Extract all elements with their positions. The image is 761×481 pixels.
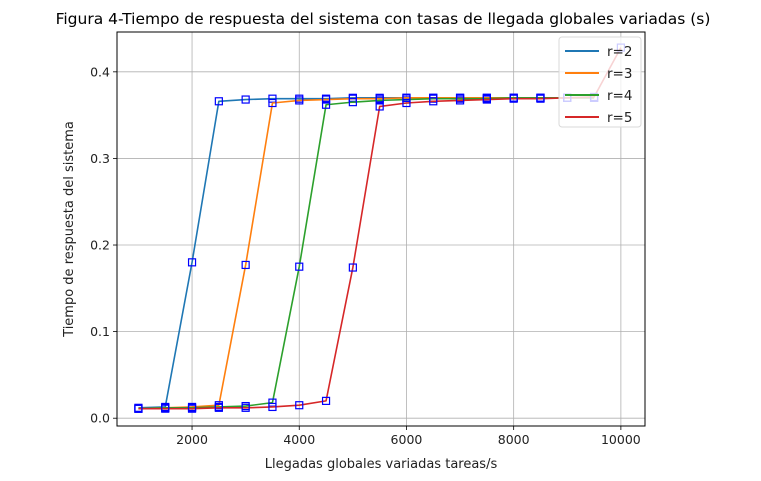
data-point-marker xyxy=(268,402,277,412)
x-tick-label: 8000 xyxy=(498,432,530,447)
legend-item: r=3 xyxy=(565,66,632,82)
data-point-marker xyxy=(241,403,250,412)
legend-item: r=5 xyxy=(565,110,632,126)
y-tick-label: 0.3 xyxy=(90,151,110,166)
data-point-marker xyxy=(241,260,250,270)
series-r-2 xyxy=(134,93,599,412)
data-point-marker xyxy=(321,396,331,405)
data-point-marker xyxy=(375,96,384,105)
series-line xyxy=(138,97,595,409)
series-r-4 xyxy=(134,93,599,413)
data-point-marker xyxy=(295,96,304,105)
legend-item: r=2 xyxy=(565,44,632,60)
data-point-marker xyxy=(455,96,465,105)
data-point-marker xyxy=(268,98,277,108)
plot-frame xyxy=(116,31,646,427)
data-point-marker xyxy=(187,404,197,413)
legend-label: r=5 xyxy=(607,110,632,126)
x-tick-label: 4000 xyxy=(283,432,315,447)
legend-box xyxy=(558,36,642,128)
series-r-3 xyxy=(134,93,599,413)
data-point-marker xyxy=(268,398,277,407)
y-tick-label: 0.1 xyxy=(90,324,110,339)
data-series xyxy=(134,43,625,413)
y-axis-label: Tiempo de respuesta del sistema xyxy=(62,121,77,338)
legend-label: r=3 xyxy=(607,66,632,82)
data-point-marker xyxy=(268,94,277,103)
series-line xyxy=(138,97,595,410)
data-point-marker xyxy=(402,98,411,108)
legend: r=2 r=3 r=4 r=5 xyxy=(558,36,642,128)
chart-title: Figura 4-Tiempo de respuesta del sistema… xyxy=(56,10,711,28)
data-point-marker xyxy=(295,262,304,271)
data-point-marker xyxy=(348,98,357,107)
legend-label: r=4 xyxy=(607,88,632,104)
y-axis-ticks: 0.0 0.1 0.2 0.3 0.4 xyxy=(90,64,117,426)
data-point-marker xyxy=(509,94,518,103)
data-point-marker xyxy=(536,94,545,103)
data-point-marker xyxy=(161,404,170,413)
x-axis-ticks: 2000 4000 6000 8000 10000 xyxy=(176,426,641,447)
x-tick-label: 6000 xyxy=(391,432,423,447)
data-point-marker xyxy=(482,95,491,104)
data-point-marker xyxy=(348,263,357,272)
x-axis-label: Llegadas globales variadas tareas/s xyxy=(265,457,498,472)
data-point-marker xyxy=(321,100,331,109)
data-point-marker xyxy=(295,401,304,410)
y-tick-label: 0.0 xyxy=(90,411,110,426)
y-tick-label: 0.4 xyxy=(90,64,110,79)
data-point-marker xyxy=(321,95,331,104)
x-tick-label: 2000 xyxy=(176,432,208,447)
x-tick-label: 10000 xyxy=(601,432,641,447)
data-point-marker xyxy=(214,97,223,106)
data-point-marker xyxy=(134,404,143,413)
series-line xyxy=(138,47,622,410)
data-point-marker xyxy=(241,95,250,104)
series-r-5 xyxy=(134,43,625,413)
data-point-marker xyxy=(187,258,197,267)
series-line xyxy=(138,97,595,410)
legend-item: r=4 xyxy=(565,88,632,104)
y-tick-label: 0.2 xyxy=(90,238,110,253)
legend-label: r=2 xyxy=(607,44,632,60)
data-point-marker xyxy=(429,97,438,106)
data-point-marker xyxy=(214,403,223,412)
data-point-marker xyxy=(375,102,384,111)
